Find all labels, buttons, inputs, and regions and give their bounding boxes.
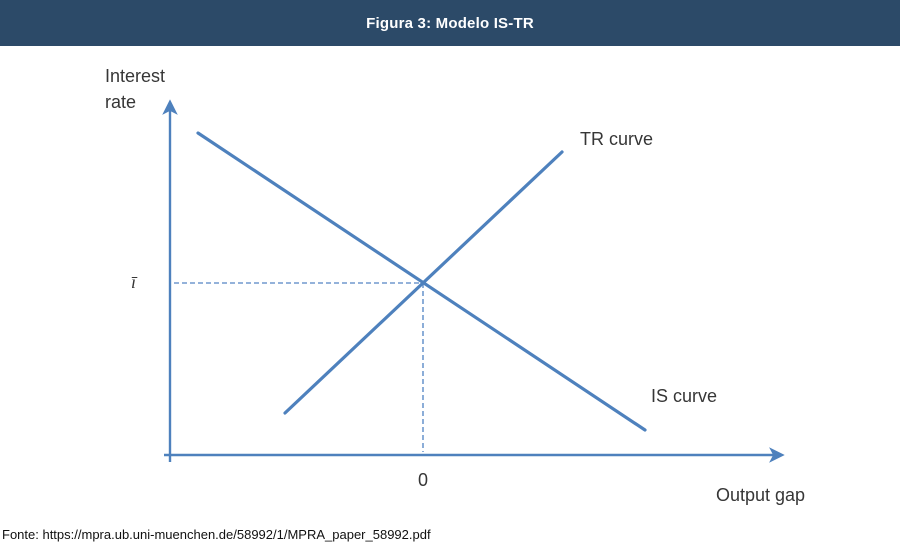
is-curve-label: IS curve bbox=[651, 386, 718, 406]
y-tick-i-bar: ī bbox=[131, 272, 137, 292]
figure-title: Figura 3: Modelo IS-TR bbox=[366, 14, 534, 32]
figure-title-bar: Figura 3: Modelo IS-TR bbox=[0, 0, 900, 46]
x-tick-zero: 0 bbox=[417, 470, 428, 490]
y-axis-label: Interest rate bbox=[105, 66, 166, 112]
x-axis-label: Output gap bbox=[716, 485, 806, 505]
source-note: Fonte: https://mpra.ub.uni-muenchen.de/5… bbox=[2, 527, 431, 542]
tr-curve-label: TR curve bbox=[580, 129, 654, 149]
